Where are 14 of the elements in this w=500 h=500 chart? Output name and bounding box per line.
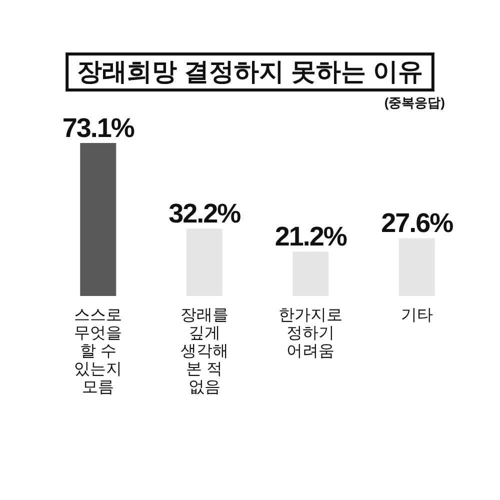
data-label: 27.6% [381, 208, 454, 238]
data-label: 73.1% [62, 113, 135, 143]
x-tick-label: 한가지로 정하기 어려움 [278, 307, 343, 360]
x-tick-label: 스스로 무엇을 할 수 있는지 모름 [74, 307, 122, 396]
bar [186, 228, 222, 296]
bar [398, 238, 435, 296]
x-tick-label: 장래를 깊게 생각해 본 적 없음 [180, 307, 228, 396]
data-label: 21.2% [274, 222, 348, 252]
chart-subtitle: (중복응답) [384, 95, 445, 110]
bar [80, 143, 116, 296]
chart-title: 장래희망 결정하지 못하는 이유 [77, 58, 423, 86]
x-tick-label: 기타 [400, 307, 433, 324]
data-label: 32.2% [168, 198, 242, 229]
bar [292, 252, 329, 296]
